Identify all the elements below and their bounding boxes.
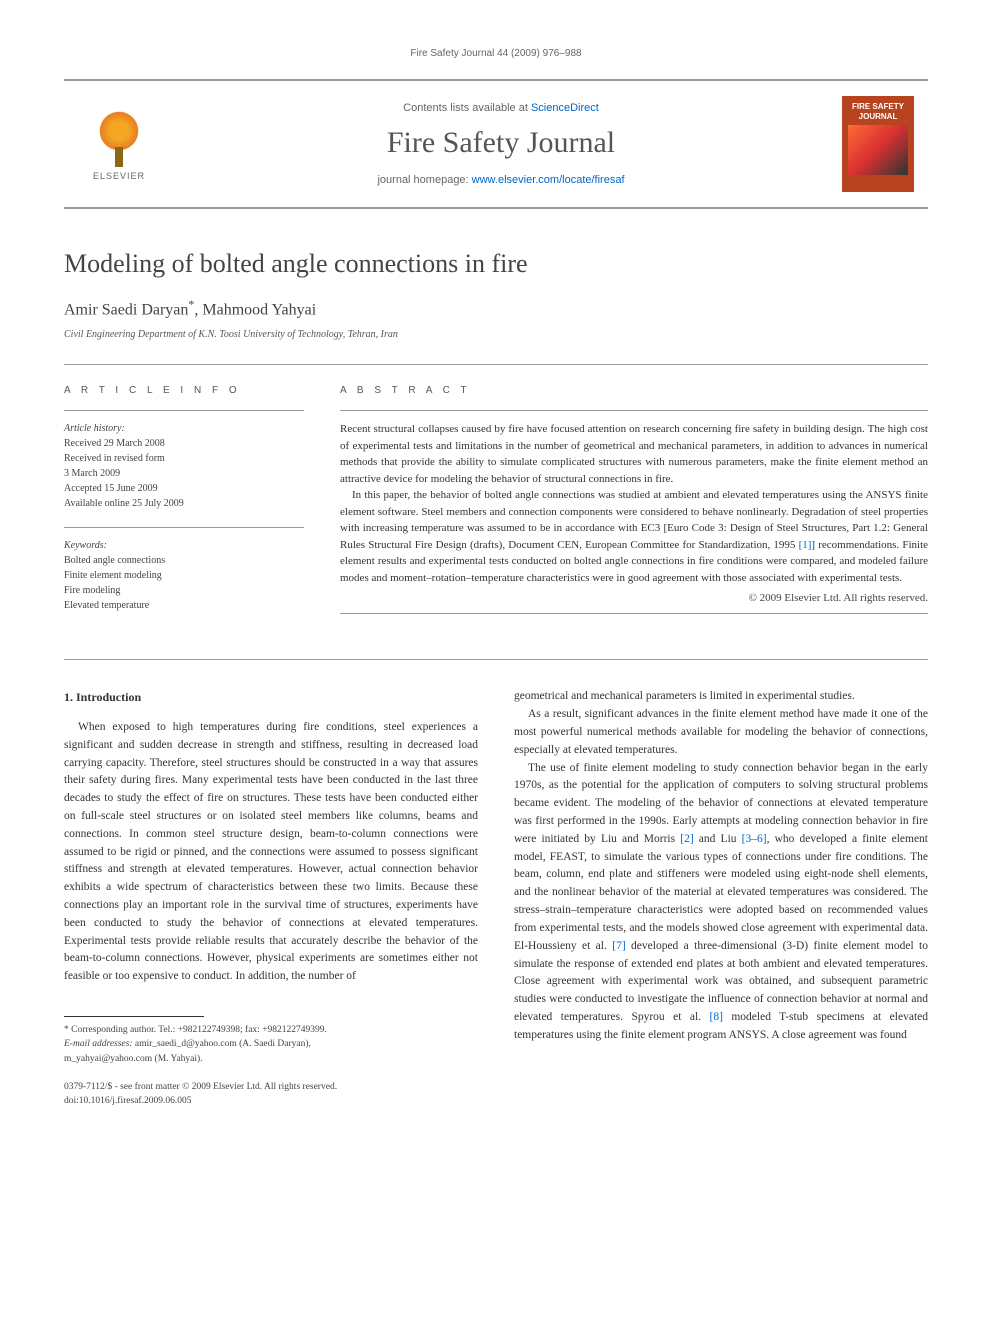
- body-text: and Liu: [694, 833, 742, 845]
- journal-cover-area: FIRE SAFETY JOURNAL: [828, 81, 928, 207]
- footnote-rule: [64, 1016, 204, 1017]
- divider: [340, 613, 928, 614]
- keywords-block: Keywords: Bolted angle connections Finit…: [64, 538, 304, 613]
- keywords-label: Keywords:: [64, 540, 107, 551]
- divider: [64, 527, 304, 528]
- journal-name: Fire Safety Journal: [387, 126, 615, 160]
- bottom-meta: 0379-7112/$ - see front matter © 2009 El…: [64, 1080, 478, 1109]
- keyword: Elevated temperature: [64, 600, 149, 611]
- article-title: Modeling of bolted angle connections in …: [64, 249, 928, 279]
- abstract-text: Recent structural collapses caused by fi…: [340, 421, 928, 607]
- abstract-p1: Recent structural collapses caused by fi…: [340, 421, 928, 487]
- running-header: Fire Safety Journal 44 (2009) 976–988: [64, 48, 928, 59]
- affiliation: Civil Engineering Department of K.N. Too…: [64, 329, 928, 340]
- history-online: Available online 25 July 2009: [64, 498, 184, 509]
- publisher-logo-area: ELSEVIER: [64, 81, 174, 207]
- abstract-label: A B S T R A C T: [340, 385, 928, 396]
- article-info-label: A R T I C L E I N F O: [64, 385, 304, 396]
- doi-line: doi:10.1016/j.firesaf.2009.06.005: [64, 1096, 191, 1106]
- history-label: Article history:: [64, 423, 125, 434]
- body-text: , who developed a finite element model, …: [514, 833, 928, 952]
- keyword: Finite element modeling: [64, 570, 162, 581]
- email-label: E-mail addresses:: [64, 1039, 133, 1049]
- ref-link-3-6[interactable]: [3–6]: [742, 833, 767, 845]
- body-paragraph: As a result, significant advances in the…: [514, 706, 928, 759]
- body-paragraph: When exposed to high temperatures during…: [64, 719, 478, 986]
- footnote-text: Corresponding author. Tel.: +98212274939…: [69, 1025, 327, 1035]
- author-2: , Mahmood Yahyai: [194, 301, 316, 318]
- authors-line: Amir Saedi Daryan*, Mahmood Yahyai: [64, 297, 928, 319]
- history-received: Received 29 March 2008: [64, 438, 165, 449]
- corresponding-footnote: * Corresponding author. Tel.: +982122749…: [64, 1023, 478, 1066]
- cover-image: [848, 125, 908, 175]
- elsevier-logo: ELSEVIER: [79, 99, 159, 189]
- author-1: Amir Saedi Daryan: [64, 301, 188, 318]
- body-paragraph: geometrical and mechanical parameters is…: [514, 688, 928, 706]
- ref-link-2[interactable]: [2]: [680, 833, 693, 845]
- elsevier-tree-icon: [89, 107, 149, 167]
- section-divider: [64, 659, 928, 660]
- email-1: amir_saedi_d@yahoo.com (A. Saedi Daryan)…: [133, 1039, 311, 1049]
- article-info-column: A R T I C L E I N F O Article history: R…: [64, 365, 304, 629]
- issn-line: 0379-7112/$ - see front matter © 2009 El…: [64, 1082, 337, 1092]
- history-accepted: Accepted 15 June 2009: [64, 483, 158, 494]
- email-2: m_yahyai@yahoo.com (M. Yahyai).: [64, 1054, 203, 1064]
- info-abstract-row: A R T I C L E I N F O Article history: R…: [64, 364, 928, 629]
- history-revised-date: 3 March 2009: [64, 468, 120, 479]
- sciencedirect-link[interactable]: ScienceDirect: [531, 102, 599, 114]
- body-column-left: 1. Introduction When exposed to high tem…: [64, 688, 478, 1108]
- divider: [64, 410, 304, 411]
- homepage-prefix: journal homepage:: [377, 174, 471, 186]
- section-1-heading: 1. Introduction: [64, 688, 478, 707]
- body-columns: 1. Introduction When exposed to high tem…: [64, 688, 928, 1108]
- publisher-name: ELSEVIER: [93, 171, 145, 181]
- ref-link-7[interactable]: [7]: [612, 940, 625, 952]
- homepage-link[interactable]: www.elsevier.com/locate/firesaf: [472, 174, 625, 186]
- cover-title: FIRE SAFETY JOURNAL: [846, 102, 910, 121]
- banner-center: Contents lists available at ScienceDirec…: [174, 81, 828, 207]
- keyword: Fire modeling: [64, 585, 120, 596]
- contents-prefix: Contents lists available at: [403, 102, 531, 114]
- publisher-banner: ELSEVIER Contents lists available at Sci…: [64, 79, 928, 209]
- journal-homepage-line: journal homepage: www.elsevier.com/locat…: [377, 174, 624, 186]
- ref-link-1[interactable]: [1]: [799, 539, 812, 551]
- journal-cover: FIRE SAFETY JOURNAL: [842, 96, 914, 192]
- abstract-column: A B S T R A C T Recent structural collap…: [340, 365, 928, 629]
- abstract-copyright: © 2009 Elsevier Ltd. All rights reserved…: [340, 590, 928, 607]
- keyword: Bolted angle connections: [64, 555, 165, 566]
- history-revised: Received in revised form: [64, 453, 165, 464]
- article-history: Article history: Received 29 March 2008 …: [64, 421, 304, 511]
- divider: [340, 410, 928, 411]
- ref-link-8[interactable]: [8]: [709, 1011, 722, 1023]
- body-column-right: geometrical and mechanical parameters is…: [514, 688, 928, 1108]
- abstract-p2: In this paper, the behavior of bolted an…: [340, 487, 928, 586]
- contents-available-line: Contents lists available at ScienceDirec…: [403, 102, 599, 114]
- body-paragraph: The use of finite element modeling to st…: [514, 760, 928, 1045]
